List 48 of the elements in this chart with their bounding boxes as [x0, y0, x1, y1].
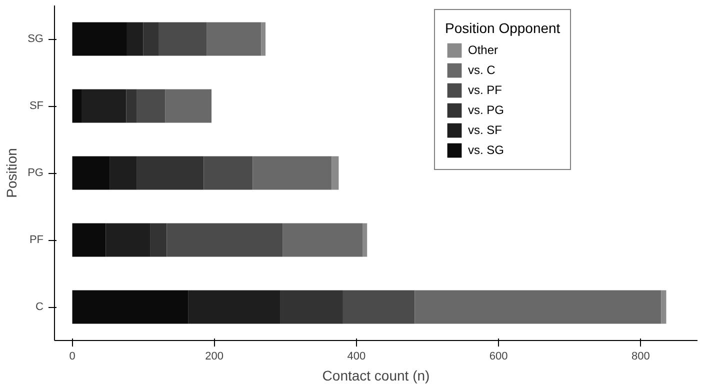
bar [110, 156, 137, 190]
bar [362, 223, 368, 257]
bar [282, 223, 363, 257]
legend-title: Position Opponent [445, 20, 560, 36]
x-tick-label: 200 [205, 350, 224, 362]
bar [150, 223, 167, 257]
legend-label: vs. PG [468, 102, 504, 119]
x-tick-label: 800 [631, 350, 650, 362]
y-tick-label: C [36, 301, 44, 313]
x-axis-title: Contact count (n) [322, 368, 430, 384]
legend-label: Other [468, 42, 498, 59]
y-axis-title: Position [4, 148, 20, 198]
bar [661, 290, 666, 324]
legend-label: vs. SF [468, 122, 502, 139]
bar [332, 156, 339, 190]
bar [166, 223, 283, 257]
y-tick-label: PG [28, 167, 44, 179]
bar [261, 22, 266, 56]
y-tick-label: SG [28, 33, 44, 45]
x-tick-label: 600 [489, 350, 508, 362]
legend-label: vs. C [468, 62, 496, 79]
bar [72, 22, 127, 56]
bar [143, 22, 159, 56]
bar [188, 290, 280, 324]
bar [126, 89, 137, 123]
bar [72, 223, 106, 257]
bar [165, 89, 212, 123]
bar [414, 290, 662, 324]
bar [72, 156, 110, 190]
bar [204, 156, 253, 190]
bar [206, 22, 262, 56]
bar [280, 290, 343, 324]
bar [106, 223, 150, 257]
y-tick-label: PF [29, 234, 44, 246]
bar [136, 156, 204, 190]
bar [342, 290, 415, 324]
x-tick-label: 400 [347, 350, 366, 362]
bar [72, 89, 82, 123]
legend-label: vs. SG [468, 142, 504, 159]
legend-label: vs. PF [468, 82, 502, 99]
bar [252, 156, 332, 190]
bar [72, 290, 188, 324]
x-tick-label: 0 [69, 350, 76, 362]
bar [126, 22, 144, 56]
bar [136, 89, 166, 123]
bar [158, 22, 207, 56]
y-tick-label: SF [29, 100, 44, 112]
bar [82, 89, 126, 123]
